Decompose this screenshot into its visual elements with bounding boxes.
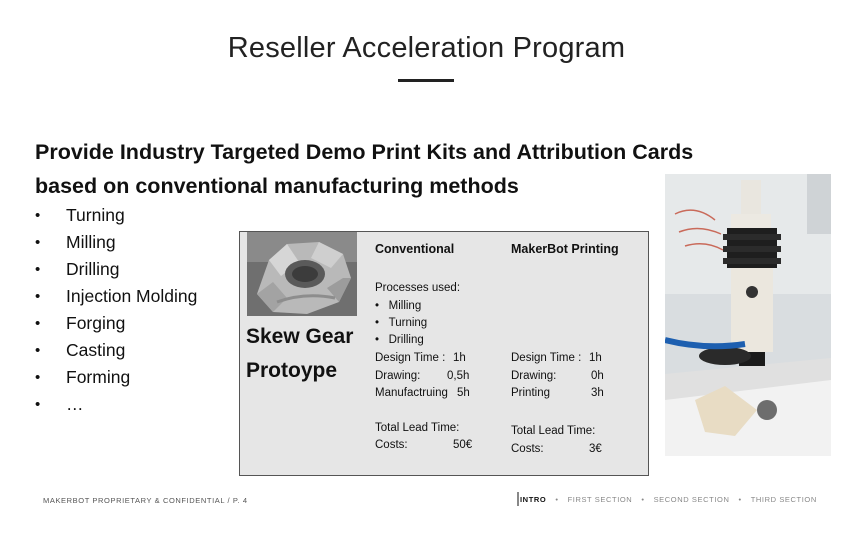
bullet-dot: • bbox=[35, 234, 41, 251]
bullet-item: •… bbox=[35, 391, 197, 418]
bullet-dot: • bbox=[375, 317, 380, 329]
drawing-value: 0,5h bbox=[447, 370, 470, 382]
printing-value: 3h bbox=[591, 387, 604, 399]
bullet-item: • Casting bbox=[35, 337, 197, 364]
bullet-label: Milling bbox=[66, 232, 116, 252]
design-time-value: 1h bbox=[589, 352, 602, 364]
costs-label: Costs: bbox=[375, 439, 408, 451]
bullet-item: • Turning bbox=[35, 202, 197, 229]
bullet-dot: • bbox=[375, 300, 380, 312]
section-nav: INTRO • FIRST SECTION • SECOND SECTION • THIRD… bbox=[520, 495, 817, 504]
card-title: Skew Gear Protoype bbox=[246, 320, 371, 388]
bullet-item: • Drilling bbox=[35, 256, 197, 283]
headline-line-1: Provide Industry Targeted Demo Print Kit… bbox=[35, 140, 694, 164]
bullet-dot: • bbox=[35, 342, 41, 359]
bullet-item: • Milling bbox=[35, 229, 197, 256]
bullet-label: Casting bbox=[66, 340, 126, 360]
conventional-header: Conventional bbox=[375, 242, 455, 256]
nav-third-section[interactable]: THIRD SECTION bbox=[750, 495, 817, 504]
headline: Provide Industry Targeted Demo Print Kit… bbox=[35, 135, 755, 203]
total-lead-time-label: Total Lead Time: bbox=[511, 425, 596, 437]
process-label: Turning bbox=[388, 317, 428, 329]
bullet-dot: • bbox=[35, 396, 41, 413]
process-label: Milling bbox=[388, 300, 422, 312]
bullet-dot: • bbox=[35, 207, 41, 224]
footer-confidential: MAKERBOT PROPRIETARY & CONFIDENTIAL / P.… bbox=[43, 496, 248, 505]
makerbot-column: MakerBot Printing Design Time : 1h Drawi… bbox=[511, 242, 619, 467]
drawing-label: Drawing: bbox=[511, 370, 557, 382]
process-item: • Milling bbox=[375, 300, 421, 312]
drawing-value: 0h bbox=[591, 370, 604, 382]
attribution-card: Skew Gear Protoype Conventional Processe… bbox=[239, 231, 649, 476]
printing-label: Printing bbox=[511, 387, 550, 399]
bullet-dot: • bbox=[35, 261, 41, 278]
nav-second-section[interactable]: SECOND SECTION bbox=[653, 495, 730, 504]
makerbot-header: MakerBot Printing bbox=[511, 242, 619, 256]
process-label: Drilling bbox=[388, 334, 424, 346]
nav-separator: • bbox=[738, 495, 742, 504]
nav-first-section[interactable]: FIRST SECTION bbox=[567, 495, 633, 504]
total-lead-time-label: Total Lead Time: bbox=[375, 422, 460, 434]
skew-gear-photo bbox=[247, 232, 357, 316]
costs-value: 50€ bbox=[453, 439, 473, 451]
bullet-label: … bbox=[66, 394, 84, 414]
process-item: • Drilling bbox=[375, 334, 424, 346]
bullet-item: • Injection Molding bbox=[35, 283, 197, 310]
bullet-item: • Forming bbox=[35, 364, 197, 391]
costs-label: Costs: bbox=[511, 443, 544, 455]
active-section-marker bbox=[517, 492, 519, 506]
costs-value: 3€ bbox=[589, 443, 602, 455]
bullet-dot: • bbox=[35, 369, 41, 386]
manufacturing-value: 5h bbox=[457, 387, 470, 399]
design-time-value: 1h bbox=[453, 352, 466, 364]
manufacturing-label: Manufactruing bbox=[375, 387, 448, 399]
nav-separator: • bbox=[555, 495, 559, 504]
card-title-line-2: Protoype bbox=[246, 359, 338, 382]
design-time-label: Design Time : bbox=[375, 352, 446, 364]
bullet-item: • Forging bbox=[35, 310, 197, 337]
bullet-label: Injection Molding bbox=[66, 286, 198, 306]
printed-parts-photo bbox=[665, 174, 831, 456]
bullet-dot: • bbox=[35, 288, 41, 305]
card-title-line-1: Skew Gear bbox=[246, 325, 354, 348]
bullet-dot: • bbox=[35, 315, 41, 332]
design-time-label: Design Time : bbox=[511, 352, 582, 364]
conventional-column: Conventional Processes used: • Milling •… bbox=[375, 242, 475, 467]
slide-title: Reseller Acceleration Program bbox=[227, 32, 626, 64]
headline-line-2: based on conventional manufacturing meth… bbox=[35, 174, 519, 198]
nav-separator: • bbox=[641, 495, 645, 504]
processes-label: Processes used: bbox=[375, 282, 461, 294]
bullet-label: Turning bbox=[66, 205, 125, 225]
bullet-label: Forging bbox=[66, 313, 126, 333]
bullet-label: Drilling bbox=[66, 259, 120, 279]
title-underline bbox=[398, 79, 454, 82]
nav-intro[interactable]: INTRO bbox=[520, 495, 547, 504]
process-item: • Turning bbox=[375, 317, 427, 329]
process-bullet-list: • Turning • Milling • Drilling • Injection M… bbox=[35, 202, 197, 418]
bullet-dot: • bbox=[375, 334, 380, 346]
drawing-label: Drawing: bbox=[375, 370, 421, 382]
bullet-label: Forming bbox=[66, 367, 131, 387]
